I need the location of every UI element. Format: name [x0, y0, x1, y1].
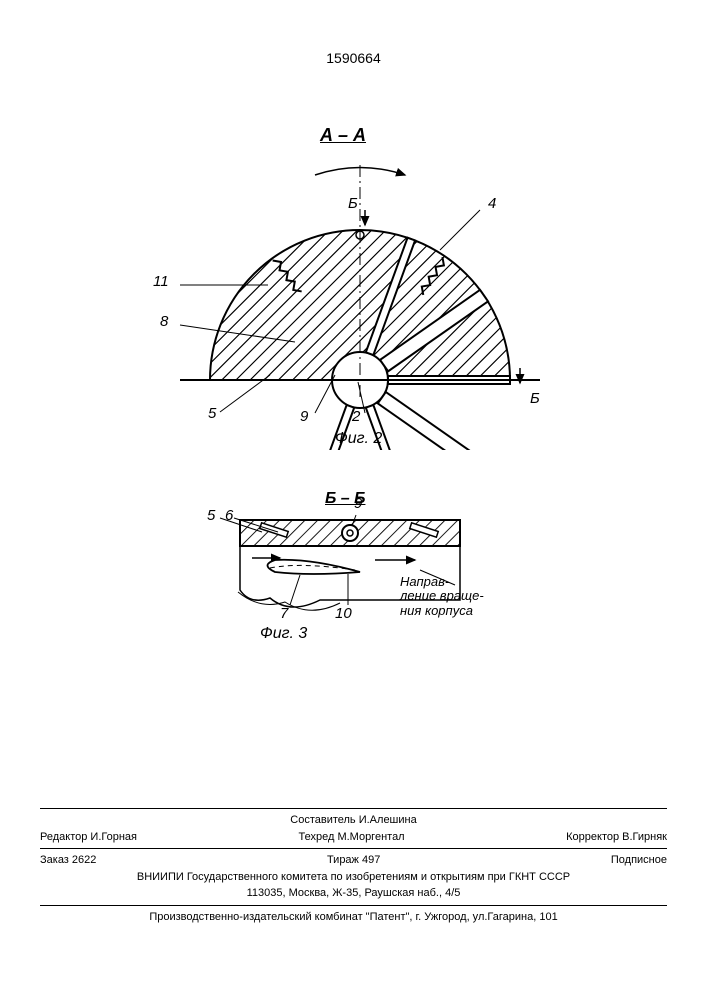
callout-5: 5 [208, 405, 216, 422]
dir-l1: Направ- [400, 574, 449, 589]
fig3-label: Фиг. 3 [260, 625, 307, 643]
callout-8: 8 [160, 313, 168, 330]
callout-9b: 9 [354, 495, 362, 512]
callout-2: 2 [352, 408, 360, 425]
footer: Составитель И.Алешина Редактор И.Горная … [40, 805, 667, 925]
callout-4: 4 [488, 195, 496, 212]
editor: Редактор И.Горная [40, 829, 137, 846]
callout-11: 11 [153, 273, 169, 290]
callout-9: 9 [300, 408, 308, 425]
techred: Техред М.Моргентал [299, 829, 405, 846]
podpisnoe: Подписное [611, 852, 667, 869]
compiler: Составитель И.Алешина [40, 812, 667, 829]
callout-6c: 6 [225, 507, 233, 524]
order: Заказ 2622 [40, 852, 96, 869]
callout-10: 10 [335, 605, 352, 622]
direction-label: Направ- ление враще- ния корпуса [400, 575, 484, 618]
callout-5b: 5 [207, 507, 215, 524]
callout-b-top: Б [348, 195, 358, 212]
page-number: 1590664 [326, 50, 381, 66]
callout-b-right: Б [530, 390, 540, 407]
figure-2 [140, 150, 580, 450]
section-label-aa: А – А [320, 125, 366, 146]
prod: Производственно-издательский комбинат "П… [40, 909, 667, 926]
fig2-label: Фиг. 2 [335, 430, 382, 448]
dir-l2: ление враще- [400, 588, 484, 603]
address: 113035, Москва, Ж-35, Раушская наб., 4/5 [40, 885, 667, 902]
tirazh: Тираж 497 [327, 852, 380, 869]
callout-7: 7 [280, 605, 288, 622]
vniipi: ВНИИПИ Государственного комитета по изоб… [40, 869, 667, 886]
dir-l3: ния корпуса [400, 603, 473, 618]
corrector: Корректор В.Гирняк [566, 829, 667, 846]
